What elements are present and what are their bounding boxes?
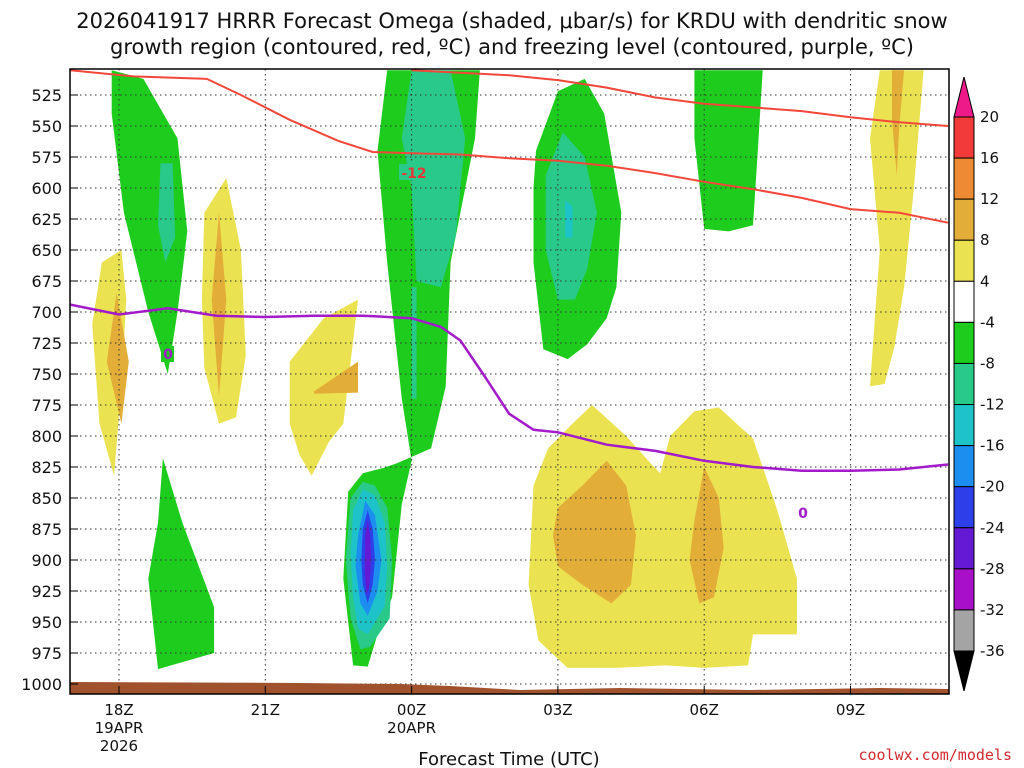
gridlines	[70, 69, 949, 694]
omega-region-sinking-24	[870, 70, 924, 387]
omega-region-sinking-20	[528, 405, 797, 668]
omega-region-sinking-8	[314, 361, 358, 394]
pressure-tick-label-775: 775	[31, 396, 62, 415]
omega-region-sinking-4	[106, 293, 129, 424]
colorbar-band-11	[953, 568, 975, 611]
pressure-tick-label-575: 575	[31, 148, 62, 167]
pressure-tick-label-800: 800	[31, 427, 62, 446]
colorbar-band-7	[953, 404, 975, 447]
colorbar-label--28: -28	[980, 560, 1005, 578]
omega-region-rising-16	[364, 520, 372, 595]
pressure-tick-label-725: 725	[31, 334, 62, 353]
omega-region-rising-2	[148, 458, 215, 670]
x-axis-title: Forecast Time (UTC)	[418, 749, 599, 768]
credit-text: coolwx.com/models	[858, 746, 1012, 764]
dgz-contour-upper	[70, 69, 949, 224]
pressure-tick-label-825: 825	[31, 458, 62, 477]
freezing-label-background	[161, 346, 174, 362]
time-tick-year-18Z: 2026	[100, 737, 138, 755]
pressure-tick-label-900: 900	[31, 551, 62, 570]
dgz-label-background	[399, 164, 429, 180]
pressure-tick-label-600: 600	[31, 179, 62, 198]
colorbar-band-5	[953, 321, 975, 364]
colorbar-band-8	[953, 445, 975, 488]
colorbar-band-6	[953, 362, 975, 406]
omega-region-sinking-21	[553, 460, 636, 604]
colorbar-band-12	[953, 609, 975, 652]
pressure-tick-label-650: 650	[31, 241, 62, 260]
time-tick-label-21Z: 21Z	[251, 701, 280, 719]
freezing-contour-label-1: 0	[163, 347, 173, 363]
plot-frame	[69, 68, 950, 695]
terrain-fill	[70, 682, 949, 694]
pressure-axis: 525 550 575 600 625 650 675 700 725 750 775 800 825 8…	[21, 86, 78, 694]
colorbar-label--20: -20	[980, 478, 1005, 496]
omega-region-rising-0	[111, 70, 188, 374]
omega-shading	[92, 70, 924, 670]
time-tick-date-00Z: 20APR	[387, 719, 436, 737]
plot-area	[70, 69, 949, 694]
pressure-tick-label-700: 700	[31, 303, 62, 322]
time-tick-date-18Z: 19APR	[95, 719, 144, 737]
dgz-contour-lower	[411, 69, 949, 127]
pressure-tick-label-750: 750	[31, 365, 62, 384]
pressure-tick-label-675: 675	[31, 272, 62, 291]
colorbar-band-1	[953, 157, 975, 200]
freezing-label-background-2	[796, 505, 809, 521]
colorbar-label-4: 4	[980, 272, 990, 290]
colorbar-label--16: -16	[980, 437, 1005, 455]
dgz-contour-label: -12	[401, 166, 426, 182]
time-tick-label-00Z: 00Z	[397, 701, 426, 719]
colorbar-label-16: 16	[980, 149, 999, 167]
colorbar-over-arrow	[953, 76, 975, 118]
chart-title-line-1: 2026041917 HRRR Forecast Omega (shaded, …	[76, 9, 947, 33]
time-tick-label-18Z: 18Z	[104, 701, 133, 719]
colorbar-under-arrow	[953, 650, 975, 692]
freezing-contour-label-2: 0	[798, 506, 808, 522]
colorbar: 20 16 12 8 4 -4 -8 -12 -16 -20 -24 -28 -32 -36	[953, 76, 1005, 692]
colorbar-band-4	[953, 280, 975, 323]
pressure-tick-label-925: 925	[31, 582, 62, 601]
colorbar-label--12: -12	[980, 396, 1005, 414]
pressure-tick-label-525: 525	[31, 86, 62, 105]
pressure-tick-label-625: 625	[31, 210, 62, 229]
time-tick-label-09Z: 09Z	[836, 701, 865, 719]
colorbar-label-20: 20	[980, 108, 999, 126]
time-tick-label-03Z: 03Z	[543, 701, 572, 719]
omega-region-rising-19	[565, 200, 573, 238]
pressure-tick-label-550: 550	[31, 117, 62, 136]
chart-title-line-2: growth region (contoured, red, ºC) and f…	[110, 35, 914, 59]
colorbar-label-8: 8	[980, 231, 990, 249]
pressure-tick-label-850: 850	[31, 489, 62, 508]
colorbar-label--4: -4	[980, 313, 995, 331]
omega-region-rising-11	[411, 287, 417, 399]
pressure-tick-label-975: 975	[31, 644, 62, 663]
pressure-tick-label-1000: 1000	[21, 675, 62, 694]
time-tick-label-06Z: 06Z	[690, 701, 719, 719]
colorbar-band-0	[953, 116, 975, 159]
colorbar-label-12: 12	[980, 190, 999, 208]
colorbar-band-9	[953, 486, 975, 529]
colorbar-label--8: -8	[980, 354, 995, 372]
colorbar-label--36: -36	[980, 642, 1005, 660]
colorbar-band-3	[953, 239, 975, 282]
omega-region-rising-10	[401, 70, 466, 288]
colorbar-label--32: -32	[980, 601, 1005, 619]
omega-region-sinking-6	[211, 212, 227, 397]
omega-region-sinking-22	[689, 467, 724, 604]
omega-region-rising-23	[694, 70, 763, 232]
colorbar-band-10	[953, 527, 975, 570]
colorbar-band-2	[953, 198, 975, 241]
freezing-level-contour	[70, 303, 949, 472]
pressure-tick-label-875: 875	[31, 520, 62, 539]
pressure-tick-label-950: 950	[31, 613, 62, 632]
colorbar-label--24: -24	[980, 519, 1005, 537]
